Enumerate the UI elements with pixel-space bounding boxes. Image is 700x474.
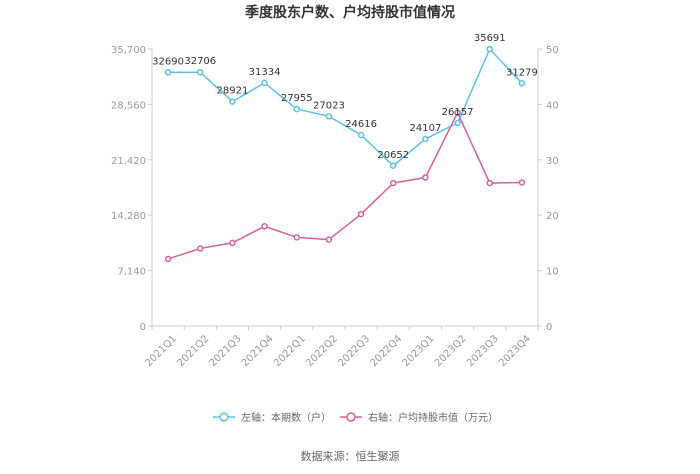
data-label: 20652 xyxy=(377,150,409,161)
legend-label-1: 左轴：本期数（户） xyxy=(241,411,331,424)
data-label: 32706 xyxy=(184,56,216,67)
series-1-point xyxy=(197,68,204,76)
series-1-point xyxy=(390,162,397,170)
x-axis-tick-label: 2021Q4 xyxy=(240,333,276,369)
x-axis-tick-label: 2022Q3 xyxy=(336,333,372,369)
x-axis-tick-label: 2021Q2 xyxy=(175,333,211,369)
right-axis-tick-label: 10 xyxy=(546,267,559,278)
data-label: 24616 xyxy=(345,119,377,130)
series-2-point xyxy=(197,245,204,252)
series-2-point xyxy=(454,109,461,116)
series-2-point xyxy=(486,179,493,187)
series-1-point xyxy=(229,98,236,105)
chart-title: 季度股东户数、户均持股市值情况 xyxy=(244,4,455,21)
x-axis-tick-label: 2022Q1 xyxy=(272,333,308,369)
x-axis-tick-label: 2022Q4 xyxy=(368,333,404,369)
series-2-point xyxy=(293,234,300,241)
x-axis-tick-label: 2022Q2 xyxy=(304,333,340,369)
axes: 0 7,140 14,280 21,420 28,560 35,700 0 10 20 30 40 5… xyxy=(111,45,559,369)
right-axis-tick-label: 50 xyxy=(546,45,559,56)
x-axis-tick-label: 2023Q1 xyxy=(401,333,437,369)
series-2-point xyxy=(518,179,526,186)
series-2-point xyxy=(261,223,268,230)
series-1-point xyxy=(518,80,526,87)
legend-label-2: 右轴：户均持股市值（万元） xyxy=(368,411,498,424)
series-1-point xyxy=(293,105,300,113)
legend-marker-2 xyxy=(346,412,356,422)
legend[interactable]: 左轴：本期数（户） 右轴：户均持股市值（万元） xyxy=(213,411,498,424)
x-axis-tick-label: 2023Q2 xyxy=(433,333,469,369)
left-axis-tick-label: 14,280 xyxy=(111,211,146,222)
series-lines xyxy=(167,47,523,260)
series-1-point xyxy=(325,113,333,120)
series-1-point xyxy=(164,69,172,76)
x-axis-tick-label: 2023Q3 xyxy=(465,333,501,369)
data-label: 31279 xyxy=(506,67,538,78)
series-2-point xyxy=(357,210,365,218)
right-axis-tick-label: 30 xyxy=(546,156,559,167)
data-label: 26157 xyxy=(442,107,474,118)
series-2-point xyxy=(164,255,172,263)
left-axis-tick-label: 21,420 xyxy=(111,156,146,167)
right-axis-tick-label: 40 xyxy=(546,100,559,111)
x-axis-tick-label: 2021Q3 xyxy=(208,333,244,369)
left-axis-tick-label: 35,700 xyxy=(111,45,146,56)
data-label: 35691 xyxy=(474,33,506,44)
series-2-point xyxy=(325,236,333,243)
data-label: 28921 xyxy=(217,86,249,97)
series-1-point xyxy=(357,131,365,139)
series-1-point xyxy=(486,45,493,53)
series-2-point xyxy=(422,174,429,181)
legend-marker-1 xyxy=(219,412,229,422)
series-2-point xyxy=(390,179,397,187)
series-line-2 xyxy=(167,110,522,260)
right-axis-tick-label: 0 xyxy=(546,322,552,333)
source-note: 数据来源：恒生聚源 xyxy=(301,449,400,463)
series-2-point xyxy=(229,239,236,247)
left-axis-tick-label: 7,140 xyxy=(117,267,146,278)
series-1-point xyxy=(261,79,268,87)
right-axis-tick-label: 20 xyxy=(546,211,559,222)
series-1-point xyxy=(422,135,429,143)
x-axis-tick-label: 2021Q1 xyxy=(143,333,179,369)
x-axis-tick-label: 2023Q4 xyxy=(497,333,533,369)
data-label: 27023 xyxy=(313,100,345,111)
data-label: 27955 xyxy=(281,93,313,104)
series-1-point xyxy=(454,119,461,127)
left-axis-tick-label: 0 xyxy=(140,322,146,333)
series-line-1 xyxy=(168,47,523,167)
left-axis-tick-label: 28,560 xyxy=(111,100,146,111)
data-label: 24107 xyxy=(410,123,442,134)
series-points xyxy=(164,45,526,263)
data-label: 31334 xyxy=(249,67,281,78)
data-label: 32690 xyxy=(152,56,184,67)
